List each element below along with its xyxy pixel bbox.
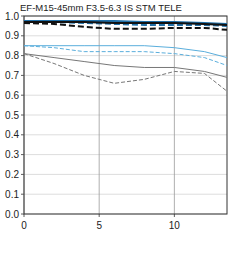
x-tick-label: 0 xyxy=(21,220,27,231)
y-tick-label: 0.9 xyxy=(5,30,19,41)
plot-frame xyxy=(24,16,227,214)
mtf-chart: EF-M15-45mm F3.5-6.3 IS STM TELE 0.0 0.1 0.… xyxy=(0,0,250,254)
y-tick-label: 0.3 xyxy=(5,149,19,160)
x-tick-label: 10 xyxy=(169,220,181,231)
y-tick-label: 0.2 xyxy=(5,169,19,180)
y-grid-line xyxy=(24,55,227,56)
y-grid-line xyxy=(24,174,227,175)
y-tick-label: 0.4 xyxy=(5,129,19,140)
y-tick-label: 1.0 xyxy=(5,11,19,22)
y-grid-line xyxy=(24,154,227,155)
y-grid-line xyxy=(24,134,227,135)
mtf-line xyxy=(24,54,227,78)
y-tick-label: 0.7 xyxy=(5,70,19,81)
y-tick-label: 0.6 xyxy=(5,90,19,101)
y-grid-line xyxy=(24,35,227,36)
x-grid-line xyxy=(174,16,175,214)
y-tick-label: 0.8 xyxy=(5,50,19,61)
y-tick-label: 0.5 xyxy=(5,110,19,121)
mtf-line xyxy=(24,54,227,92)
mtf-line xyxy=(24,23,227,30)
y-grid-line xyxy=(24,115,227,116)
x-tick-label: 5 xyxy=(96,220,102,231)
y-grid-line xyxy=(24,194,227,195)
y-tick-label: 0.0 xyxy=(5,209,19,220)
y-grid-line xyxy=(24,75,227,76)
mtf-line xyxy=(24,46,227,66)
y-grid-line xyxy=(24,95,227,96)
series-group xyxy=(24,21,227,91)
y-tick-label: 0.1 xyxy=(5,189,19,200)
title: EF-M15-45mm F3.5-6.3 IS STM TELE xyxy=(20,2,182,13)
